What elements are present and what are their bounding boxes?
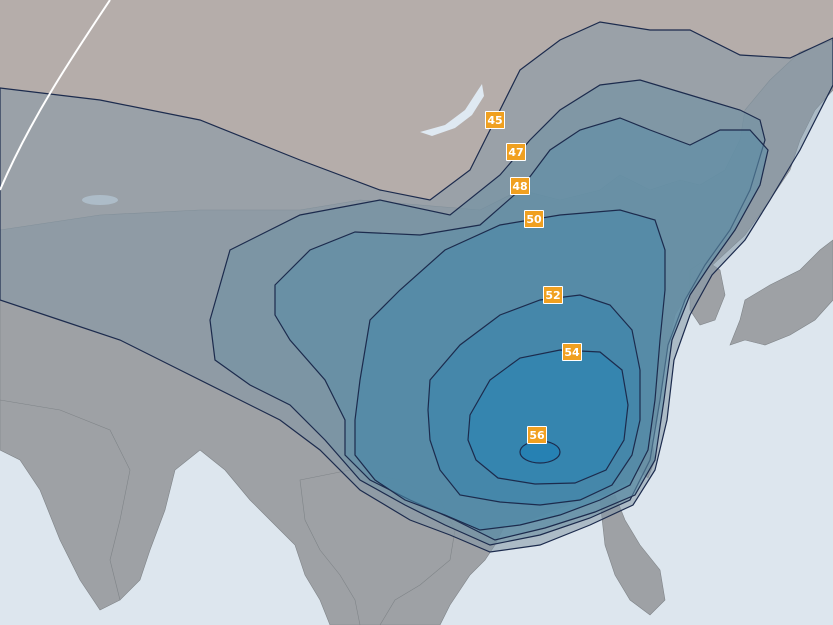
land-japan [729,239,833,346]
contour-area-56 [519,440,561,464]
contour-area-54 [467,349,629,485]
orbit-arc [0,0,111,191]
contour-label-56: 56 [527,426,547,444]
coverage-contours [0,21,833,553]
contour-label-48: 48 [510,177,530,195]
lake-baikal [420,84,484,136]
contour-label-54: 54 [562,343,582,361]
contour-label-47: 47 [506,143,526,161]
contour-label-50: 50 [524,210,544,228]
contour-label-45: 45 [485,111,505,129]
contour-label-52: 52 [543,286,563,304]
land-india [0,399,131,611]
land-philippines [599,494,666,616]
